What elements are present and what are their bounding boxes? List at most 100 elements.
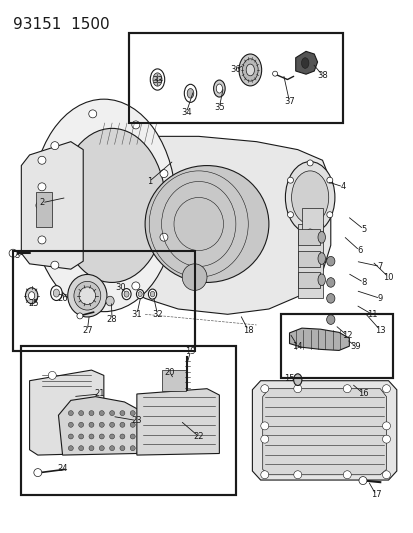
Circle shape	[109, 410, 114, 416]
Circle shape	[99, 434, 104, 439]
Text: 35: 35	[214, 103, 224, 111]
Bar	[161, 370, 185, 391]
Text: 36: 36	[230, 66, 241, 75]
Ellipse shape	[317, 231, 325, 243]
Circle shape	[109, 434, 114, 439]
Polygon shape	[289, 328, 349, 350]
Bar	[128, 33, 342, 123]
Text: 4: 4	[340, 182, 345, 191]
Circle shape	[9, 249, 17, 257]
Ellipse shape	[326, 256, 334, 266]
Bar	[280, 314, 392, 378]
Ellipse shape	[138, 292, 142, 296]
Circle shape	[342, 385, 350, 393]
Ellipse shape	[152, 73, 161, 86]
Ellipse shape	[31, 99, 176, 312]
Text: 93151  1500: 93151 1500	[13, 17, 109, 32]
Text: 7: 7	[377, 262, 382, 271]
Circle shape	[38, 236, 46, 244]
Circle shape	[131, 121, 140, 129]
Ellipse shape	[216, 84, 222, 93]
Bar	[13, 251, 194, 351]
Circle shape	[159, 169, 168, 177]
Ellipse shape	[184, 84, 196, 102]
Circle shape	[159, 233, 168, 241]
Circle shape	[77, 313, 83, 319]
Ellipse shape	[122, 288, 131, 300]
Bar	[21, 346, 235, 495]
Ellipse shape	[68, 274, 107, 317]
Ellipse shape	[150, 69, 164, 90]
Polygon shape	[21, 142, 83, 269]
Circle shape	[120, 422, 125, 427]
Circle shape	[88, 110, 97, 118]
Circle shape	[382, 435, 389, 443]
Circle shape	[68, 422, 73, 427]
Text: 9: 9	[377, 294, 382, 303]
Ellipse shape	[285, 161, 334, 233]
Ellipse shape	[238, 54, 261, 86]
Circle shape	[358, 477, 366, 484]
Text: 25: 25	[28, 299, 39, 308]
Circle shape	[99, 422, 104, 427]
Bar	[297, 251, 320, 266]
Bar	[280, 314, 392, 378]
Ellipse shape	[291, 171, 328, 224]
Text: 27: 27	[82, 326, 93, 335]
Circle shape	[130, 434, 135, 439]
Text: 18: 18	[242, 326, 253, 335]
Circle shape	[99, 446, 104, 451]
Text: 12: 12	[341, 331, 352, 340]
Text: 32: 32	[152, 310, 162, 319]
Circle shape	[99, 410, 104, 416]
Ellipse shape	[124, 291, 129, 297]
Text: 21: 21	[94, 390, 105, 399]
Ellipse shape	[148, 289, 156, 299]
Polygon shape	[58, 397, 145, 455]
Text: 16: 16	[358, 390, 368, 399]
Circle shape	[382, 422, 389, 430]
Circle shape	[342, 471, 350, 479]
Circle shape	[38, 156, 46, 164]
Circle shape	[51, 261, 59, 269]
Ellipse shape	[317, 274, 325, 286]
Bar	[128, 33, 342, 123]
Text: 8: 8	[360, 278, 366, 287]
Ellipse shape	[187, 88, 193, 98]
Text: 34: 34	[180, 108, 191, 117]
Circle shape	[109, 422, 114, 427]
Ellipse shape	[293, 374, 301, 385]
Circle shape	[326, 177, 332, 183]
Text: 15: 15	[284, 374, 294, 383]
Polygon shape	[295, 51, 317, 74]
Text: 1: 1	[146, 177, 152, 186]
Circle shape	[89, 434, 94, 439]
Circle shape	[287, 177, 293, 183]
Text: 5: 5	[360, 225, 366, 234]
Ellipse shape	[136, 289, 144, 298]
Circle shape	[130, 422, 135, 427]
Circle shape	[260, 471, 268, 479]
Bar	[297, 229, 320, 245]
Bar	[301, 208, 322, 235]
Bar	[297, 272, 320, 288]
Text: 26: 26	[57, 294, 68, 303]
Circle shape	[88, 293, 97, 301]
Text: 24: 24	[57, 464, 68, 473]
Circle shape	[306, 160, 312, 166]
Text: 30: 30	[115, 283, 126, 292]
Polygon shape	[29, 370, 104, 455]
Circle shape	[120, 434, 125, 439]
Circle shape	[131, 282, 140, 290]
Text: 3: 3	[14, 252, 20, 261]
Text: 37: 37	[283, 98, 294, 106]
Text: 11: 11	[366, 310, 376, 319]
Ellipse shape	[326, 278, 334, 287]
Ellipse shape	[301, 58, 308, 68]
Circle shape	[89, 446, 94, 451]
Text: 33: 33	[152, 76, 162, 85]
Circle shape	[382, 385, 389, 393]
Text: 10: 10	[382, 272, 393, 281]
Circle shape	[51, 142, 59, 150]
Circle shape	[130, 446, 135, 451]
